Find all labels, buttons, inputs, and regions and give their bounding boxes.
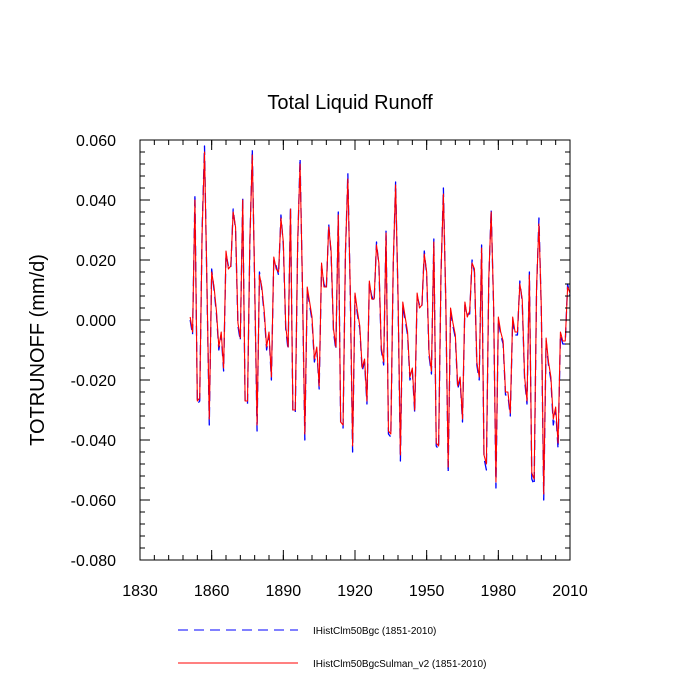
x-tick-label: 1920 (337, 583, 373, 600)
series-layer (189, 145, 571, 501)
legend-label-2: IHistClm50BgcSulman_v2 (1851-2010) (313, 659, 486, 670)
y-tick-label: -0.060 (71, 493, 116, 510)
y-tick-label: 0.060 (76, 133, 116, 150)
y-tick-label: 0.040 (76, 193, 116, 210)
x-tick-label: 2010 (552, 583, 588, 600)
x-tick-label: 1950 (409, 583, 445, 600)
y-tick-label: -0.020 (71, 373, 116, 390)
y-tick-label: 0.020 (76, 253, 116, 270)
legend-label-1: IHistClm50Bgc (1851-2010) (313, 626, 436, 637)
x-tick-label: 1980 (481, 583, 517, 600)
y-tick-label: -0.040 (71, 433, 116, 450)
axes-layer: 1830 1860 1890 1920 1950 1980 2010 -0.080 -0.060… (71, 133, 588, 600)
plot-frame (139, 139, 571, 561)
x-tick-label: 1860 (194, 583, 230, 600)
x-tick-label: 1890 (266, 583, 302, 600)
x-tick-label: 1830 (122, 583, 158, 600)
y-axis-label: TOTRUNOFF (mm/d) (27, 254, 49, 446)
plot-area (189, 145, 571, 501)
series-line-2 (189, 151, 571, 495)
y-tick-label: -0.080 (71, 553, 116, 570)
legend: IHistClm50Bgc (1851-2010) IHistClm50BgcSu… (178, 626, 486, 670)
y-tick-label: 0.000 (76, 313, 116, 330)
chart-title: Total Liquid Runoff (267, 92, 433, 114)
